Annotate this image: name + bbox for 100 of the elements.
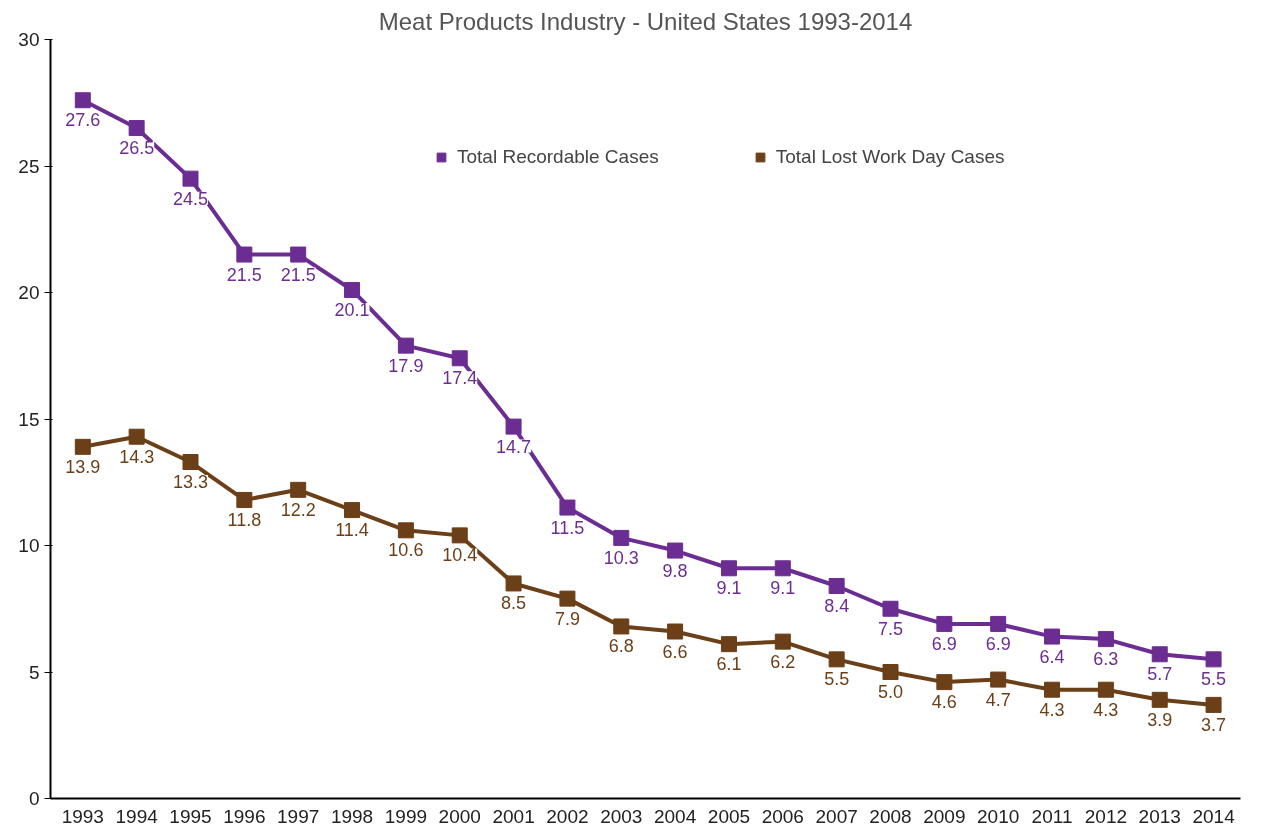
data-label: 5.5 (824, 669, 850, 690)
x-tick-label: 1994 (115, 805, 159, 827)
data-label: 10.3 (603, 547, 639, 568)
data-label: 7.9 (554, 608, 580, 629)
point (344, 502, 361, 519)
data-label: 6.6 (662, 641, 688, 662)
data-label: 6.4 (1039, 646, 1065, 667)
point (505, 418, 522, 435)
data-label: 4.3 (1093, 699, 1119, 720)
data-label: 27.6 (65, 110, 101, 131)
point (828, 651, 845, 668)
data-label: 21.5 (226, 264, 262, 285)
data-label: 6.9 (985, 633, 1011, 654)
point (1151, 691, 1168, 708)
point (1151, 646, 1168, 663)
data-label: 6.1 (716, 654, 742, 675)
point (236, 246, 253, 263)
point (290, 246, 307, 263)
x-tick-label: 1999 (384, 805, 428, 827)
data-label: 4.7 (985, 689, 1011, 710)
data-label: 20.1 (334, 299, 370, 320)
point (1097, 681, 1114, 698)
data-label: 10.6 (388, 540, 424, 561)
x-tick-label: 1998 (330, 805, 374, 827)
data-label: 13.3 (172, 472, 209, 493)
point (882, 664, 899, 680)
point (613, 618, 630, 635)
data-label: 9.1 (770, 578, 796, 599)
data-label: 6.2 (770, 651, 796, 672)
point (1044, 628, 1061, 645)
y-tick-label: 5 (28, 661, 40, 683)
data-label: 11.4 (335, 520, 369, 541)
x-tick-label: 1996 (223, 805, 266, 827)
point (344, 281, 361, 298)
point (1097, 631, 1114, 648)
data-label: 14.7 (496, 436, 532, 457)
x-tick-label: 2009 (923, 805, 966, 827)
data-label: 11.8 (227, 509, 262, 530)
data-label: 13.9 (65, 456, 101, 477)
x-tick-label: 2012 (1084, 805, 1128, 827)
x-tick-label: 1997 (277, 805, 320, 827)
data-label: 8.5 (501, 593, 527, 614)
point (74, 438, 91, 455)
data-label: 12.2 (280, 499, 316, 520)
point (936, 615, 953, 632)
legend-label: Total Lost Work Day Cases (775, 146, 1005, 168)
data-label: 9.1 (716, 578, 742, 599)
point (397, 522, 414, 539)
point (182, 170, 199, 187)
point (720, 560, 737, 577)
data-label: 10.4 (442, 545, 478, 566)
x-tick-label: 2003 (600, 805, 643, 827)
point (559, 499, 576, 516)
data-label: 7.5 (877, 618, 904, 639)
point (774, 633, 791, 650)
data-label: 4.6 (931, 692, 957, 713)
data-label: 17.9 (388, 355, 424, 376)
x-tick-label: 2014 (1192, 805, 1236, 827)
x-tick-label: 2005 (707, 805, 751, 827)
x-tick-label: 2004 (653, 805, 697, 827)
point (774, 560, 791, 577)
data-label: 4.3 (1039, 699, 1065, 720)
y-tick-label: 20 (18, 282, 40, 303)
data-label: 5.7 (1147, 664, 1173, 685)
data-label: 6.9 (931, 633, 957, 654)
data-label: 5.5 (1201, 669, 1227, 690)
point (613, 529, 630, 546)
point (720, 636, 737, 653)
data-label: 3.9 (1147, 709, 1173, 730)
data-label: 5.0 (877, 682, 904, 702)
point (559, 590, 576, 607)
point (990, 615, 1007, 632)
data-label: 26.5 (119, 138, 155, 159)
x-tick-label: 2006 (761, 805, 804, 827)
data-label: 6.8 (608, 636, 634, 657)
point (451, 527, 468, 544)
y-tick-label: 25 (18, 155, 40, 177)
point (397, 337, 414, 354)
point (74, 92, 91, 109)
x-tick-label: 2001 (492, 805, 535, 827)
legend-label: Total Recordable Cases (457, 146, 659, 168)
x-tick-label: 2010 (977, 805, 1020, 827)
point (828, 577, 845, 594)
point (290, 481, 307, 498)
y-tick-label: 30 (18, 29, 40, 50)
data-label: 24.5 (172, 188, 209, 209)
x-tick-label: 1995 (169, 805, 212, 827)
point (667, 623, 684, 640)
y-tick-label: 0 (28, 788, 40, 809)
data-label: 11.5 (550, 517, 585, 538)
x-tick-label: 2008 (869, 805, 912, 827)
data-label: 8.4 (824, 595, 850, 616)
point (451, 350, 468, 367)
point (182, 454, 199, 471)
point (667, 542, 684, 559)
chart-title: Meat Products Industry - United States 1993-2014 (378, 7, 913, 35)
x-tick-label: 2013 (1138, 805, 1181, 827)
x-tick-label: 2007 (815, 805, 858, 827)
point (236, 491, 253, 508)
data-label: 9.8 (662, 560, 688, 581)
